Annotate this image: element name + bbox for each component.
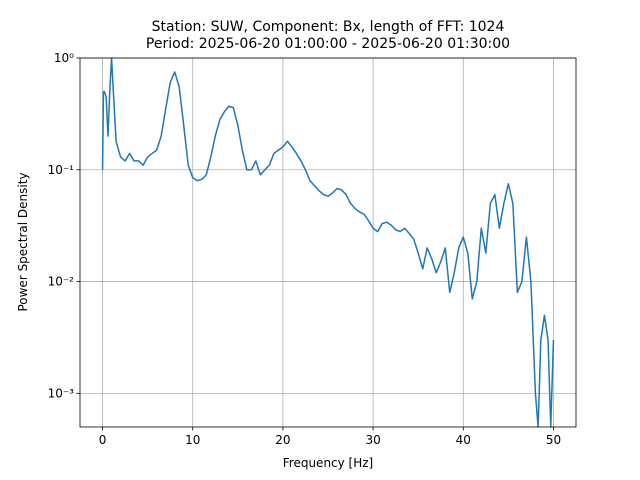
- y-axis-label: Power Spectral Density: [16, 172, 30, 311]
- x-tick-label: 20: [275, 433, 290, 447]
- y-tick-label: 10⁻³: [48, 386, 75, 400]
- spectrum-line: [101, 58, 555, 427]
- x-tick-label: 30: [365, 433, 380, 447]
- x-tick-label: 40: [456, 433, 471, 447]
- x-tick-label: 50: [546, 433, 561, 447]
- x-axis-label: Frequency [Hz]: [283, 456, 374, 470]
- y-tick-label: 10⁰: [54, 51, 74, 65]
- y-tick-label: 10⁻¹: [48, 163, 75, 177]
- y-tick-label: 10⁻²: [48, 275, 75, 289]
- x-tick-label: 0: [99, 433, 107, 447]
- chart-subtitle: Period: 2025-06-20 01:00:00 - 2025-06-20…: [146, 36, 510, 52]
- plot-frame: [79, 57, 577, 428]
- x-tick-label: 10: [185, 433, 200, 447]
- chart-title: Station: SUW, Component: Bx, length of F…: [152, 19, 505, 35]
